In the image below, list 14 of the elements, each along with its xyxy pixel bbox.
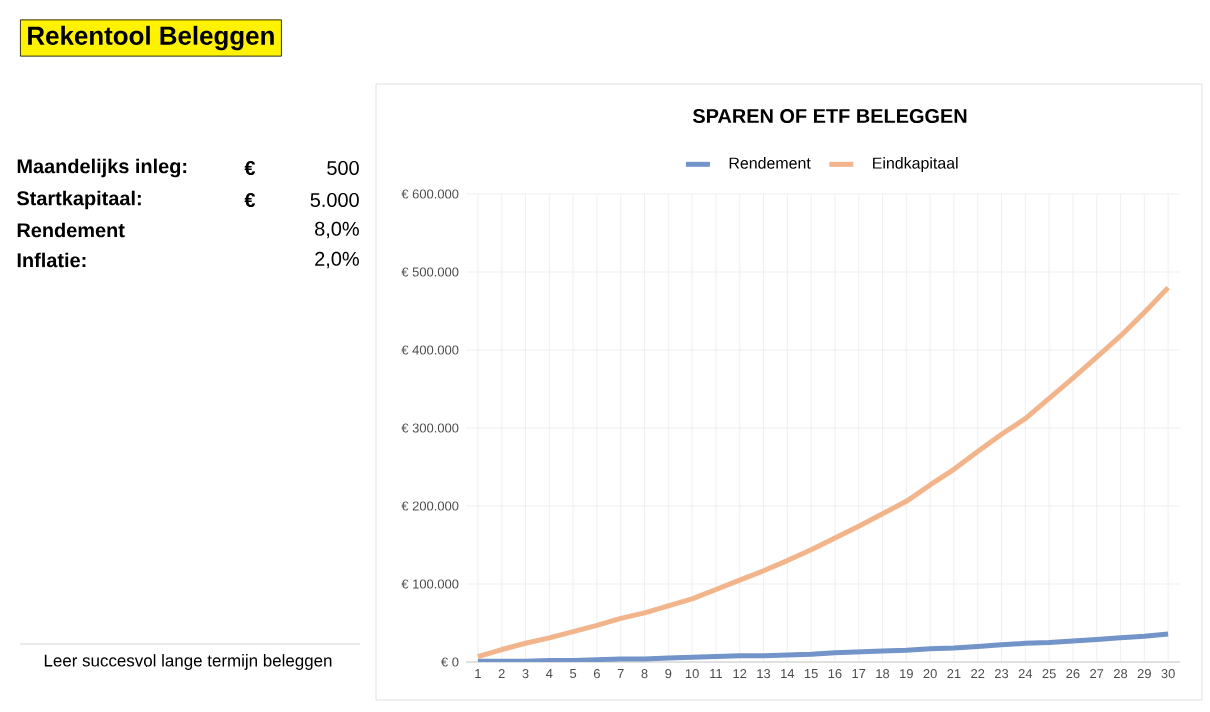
chart-title: SPAREN OF ETF BELEGGEN — [692, 108, 967, 124]
text: Startkapitaal: — [16, 190, 141, 210]
text: 5.000 — [310, 192, 359, 208]
line-series — [475, 285, 1171, 660]
text: € — [244, 192, 256, 208]
text: Inflatie: — [17, 252, 86, 268]
text: Leer succesvol lange termijn beleggen — [44, 654, 332, 670]
text: Maandelijks inleg: — [17, 158, 187, 178]
text: 2,0% — [315, 251, 359, 269]
text: Rendement — [17, 222, 125, 238]
text: 500 — [327, 160, 359, 176]
text: € — [244, 160, 256, 176]
text: 8,0% — [315, 221, 359, 239]
text: Rekentool Beleggen — [28, 25, 274, 51]
